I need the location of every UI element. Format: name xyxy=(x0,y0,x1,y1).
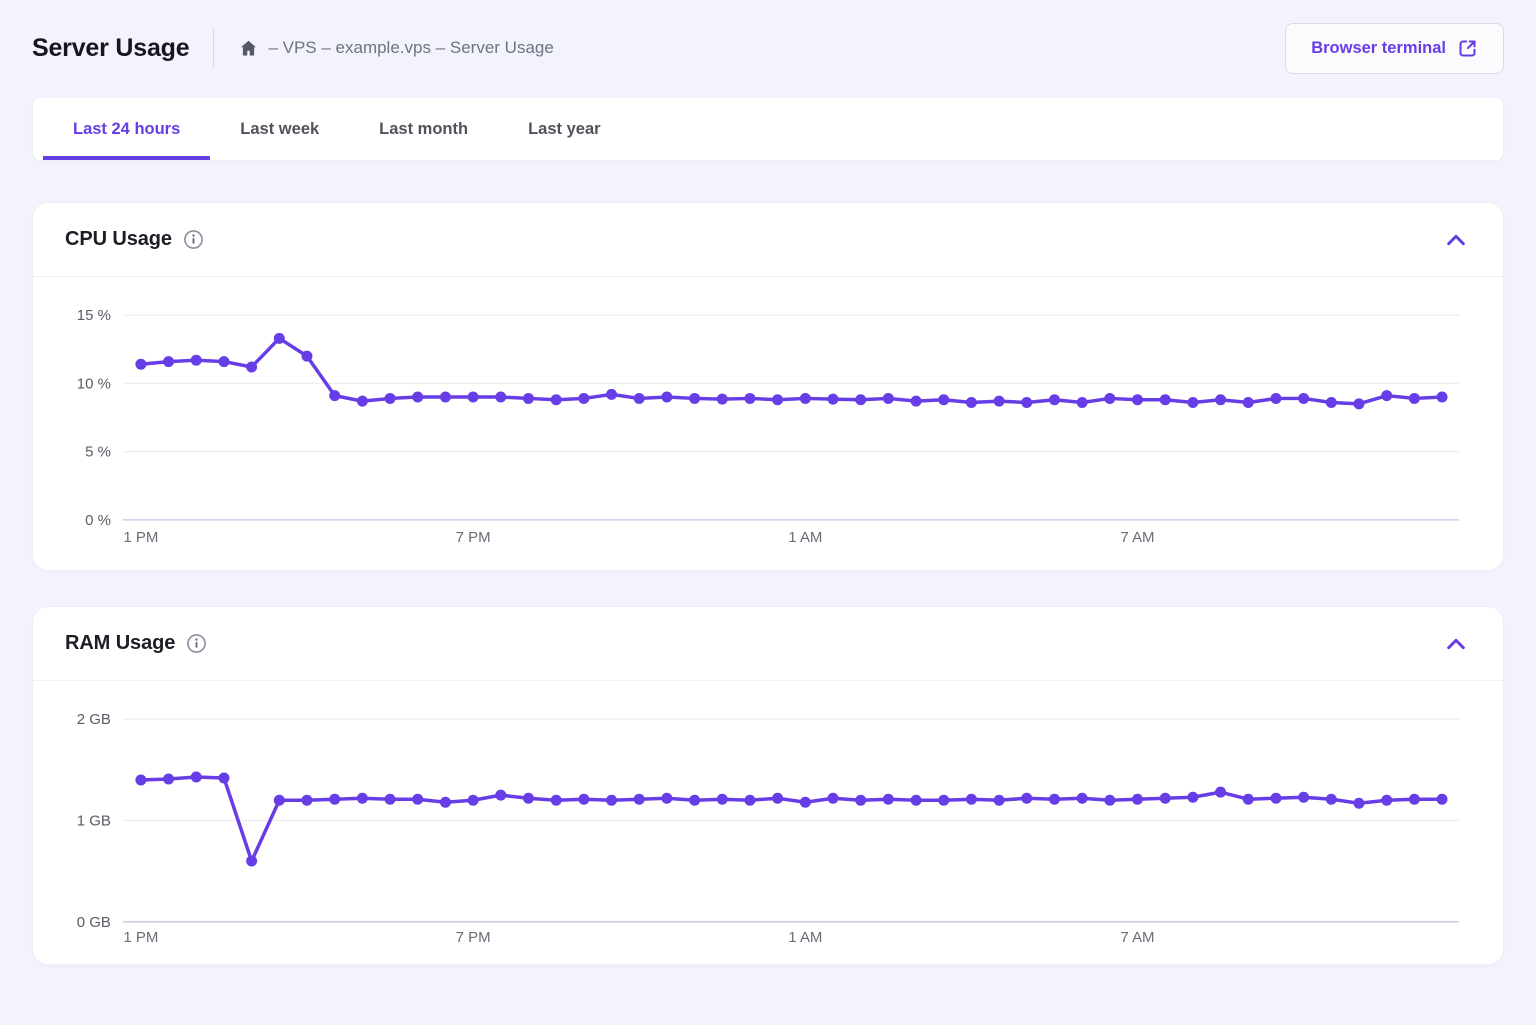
svg-text:7 AM: 7 AM xyxy=(1120,529,1154,546)
svg-text:1 PM: 1 PM xyxy=(123,529,158,546)
time-range-tabs: Last 24 hours Last week Last month Last … xyxy=(32,97,1504,161)
ram-usage-chart[interactable]: 2 GB 1 GB 0 GB 1 PM 7 PM 1 AM 7 AM xyxy=(65,684,1471,964)
ram-card-title: RAM Usage xyxy=(65,632,175,655)
cpu-usage-chart[interactable]: 15 % 10 % 5 % 0 % 1 PM 7 PM 1 AM 7 AM xyxy=(65,280,1471,570)
home-icon[interactable] xyxy=(238,38,259,59)
svg-text:1 AM: 1 AM xyxy=(788,929,822,946)
external-link-icon xyxy=(1457,38,1478,59)
svg-text:7 AM: 7 AM xyxy=(1120,929,1154,946)
svg-text:1 AM: 1 AM xyxy=(788,529,822,546)
breadcrumb-path: – VPS – example.vps – Server Usage xyxy=(268,38,553,58)
svg-text:7 PM: 7 PM xyxy=(456,529,491,546)
cpu-card-header: CPU Usage xyxy=(33,203,1503,277)
info-icon[interactable] xyxy=(183,229,204,250)
svg-text:10 %: 10 % xyxy=(77,375,111,392)
browser-terminal-button[interactable]: Browser terminal xyxy=(1285,23,1504,74)
breadcrumb[interactable]: – VPS – example.vps – Server Usage xyxy=(238,38,553,59)
tab-last-24-hours[interactable]: Last 24 hours xyxy=(43,98,210,160)
svg-text:0 GB: 0 GB xyxy=(77,914,111,931)
top-bar-left: Server Usage – VPS – example.vps – Serve… xyxy=(32,28,554,68)
title-divider xyxy=(213,28,214,68)
cpu-collapse-button[interactable] xyxy=(1441,228,1471,252)
info-icon[interactable] xyxy=(186,633,207,654)
svg-text:5 %: 5 % xyxy=(85,444,111,461)
tab-last-month[interactable]: Last month xyxy=(349,98,498,160)
cpu-chart-area: 15 % 10 % 5 % 0 % 1 PM 7 PM 1 AM 7 AM xyxy=(33,277,1503,570)
cpu-usage-card: CPU Usage 15 % 10 % 5 % 0 % 1 PM 7 PM 1 AM 7 AM xyxy=(32,202,1504,571)
browser-terminal-label: Browser terminal xyxy=(1311,39,1446,58)
svg-text:0 %: 0 % xyxy=(85,512,111,529)
svg-text:1 GB: 1 GB xyxy=(77,812,111,829)
ram-usage-card: RAM Usage 2 GB 1 GB 0 GB 1 PM 7 PM 1 AM 7 AM xyxy=(32,606,1504,965)
svg-text:1 PM: 1 PM xyxy=(123,929,158,946)
ram-chart-area: 2 GB 1 GB 0 GB 1 PM 7 PM 1 AM 7 AM xyxy=(33,681,1503,964)
page-title: Server Usage xyxy=(32,34,189,63)
top-bar: Server Usage – VPS – example.vps – Serve… xyxy=(32,22,1504,74)
chevron-up-icon xyxy=(1445,636,1467,652)
svg-text:7 PM: 7 PM xyxy=(456,929,491,946)
ram-card-header: RAM Usage xyxy=(33,607,1503,681)
cpu-card-title: CPU Usage xyxy=(65,228,172,251)
server-usage-page: Server Usage – VPS – example.vps – Serve… xyxy=(0,0,1536,1022)
ram-collapse-button[interactable] xyxy=(1441,632,1471,656)
tab-last-week[interactable]: Last week xyxy=(210,98,349,160)
chevron-up-icon xyxy=(1445,232,1467,248)
svg-text:2 GB: 2 GB xyxy=(77,711,111,728)
tab-last-year[interactable]: Last year xyxy=(498,98,630,160)
svg-text:15 %: 15 % xyxy=(77,307,111,324)
